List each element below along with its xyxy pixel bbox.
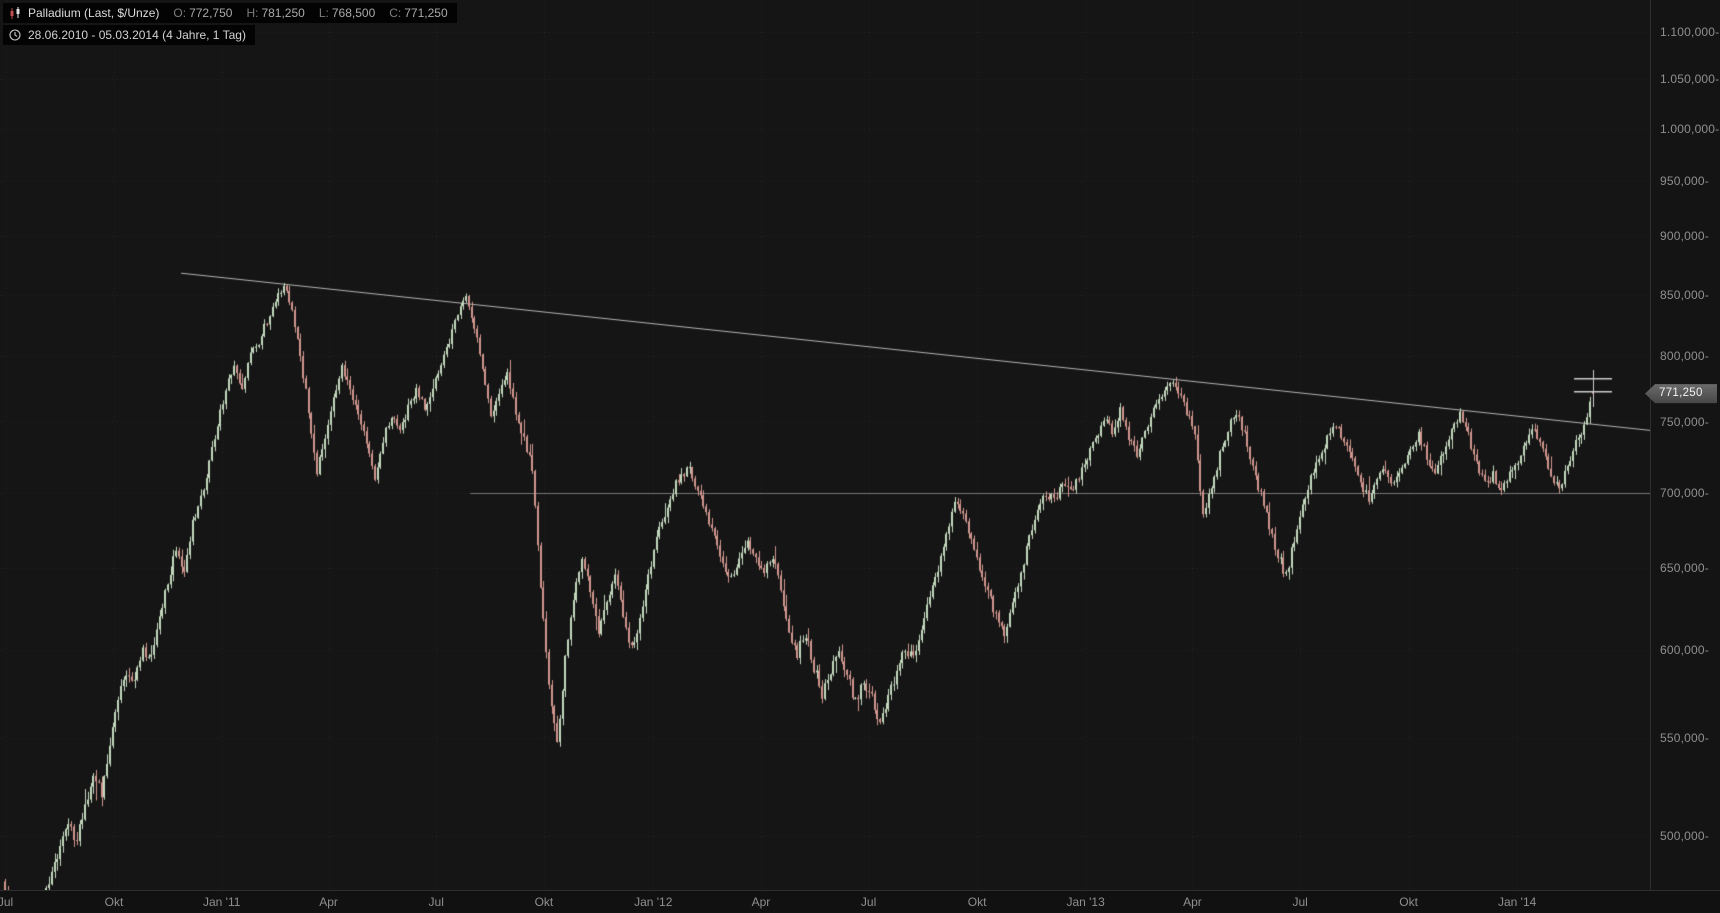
ohlc-close: C: 771,250 [389, 6, 448, 20]
y-axis-label: 800,000- [1660, 349, 1709, 364]
x-axis-label: Jan '13 [1066, 895, 1105, 909]
last-price-value: 771,250 [1659, 387, 1703, 400]
candlestick-chart-icon [8, 6, 22, 20]
y-axis-label: 550,000- [1660, 731, 1709, 746]
y-axis-label: 750,000- [1660, 415, 1709, 430]
x-axis-label: Jul [0, 895, 14, 909]
y-axis-label: 700,000- [1660, 485, 1709, 500]
y-axis-label: 850,000- [1660, 287, 1709, 302]
price-axis[interactable]: 1.100,000- 1.050,000- 1.000,000- 950,000- 90… [1650, 0, 1720, 890]
ohlc-open: O: 772,750 [173, 6, 233, 20]
x-axis-label: Jul [860, 895, 877, 909]
x-axis-label: Jan '14 [1497, 895, 1537, 909]
x-axis-label: Jan '12 [634, 895, 673, 909]
x-axis-label: Okt [1399, 895, 1418, 909]
price-chart-canvas[interactable] [0, 0, 1650, 890]
y-axis-label: 900,000- [1660, 229, 1709, 244]
x-axis-label: Jul [428, 895, 444, 909]
ohlc-high: H: 781,250 [246, 6, 305, 20]
chart-header: Palladium (Last, $/Unze) O: 772,750 H: 781… [3, 3, 457, 47]
y-axis-label: 600,000- [1660, 642, 1709, 657]
y-axis-label: 650,000- [1660, 561, 1709, 576]
x-axis-label: Jul [1292, 895, 1308, 909]
y-axis-label: 950,000- [1660, 174, 1709, 189]
x-axis-label: Apr [1183, 895, 1202, 909]
x-axis-label: Jan '11 [202, 895, 241, 909]
x-axis-label: Okt [967, 895, 987, 909]
instrument-title: Palladium (Last, $/Unze) [28, 6, 160, 20]
y-axis-label: 500,000- [1660, 828, 1709, 843]
x-axis-label: Apr [751, 895, 771, 909]
x-axis-label: Okt [534, 895, 554, 909]
ohlc-low: L: 768,500 [318, 6, 376, 20]
x-axis-label: Apr [319, 895, 338, 909]
date-range-label: 28.06.2010 - 05.03.2014 (4 Jahre, 1 Tag) [28, 28, 246, 42]
last-price-tag: 771,250 [1645, 384, 1717, 404]
time-axis[interactable]: Jul Okt Jan '11 Apr Jul Okt Jan '12 Apr Jul Okt Ja… [0, 890, 1720, 913]
y-axis-label: 1.000,000- [1660, 121, 1720, 136]
y-axis-label: 1.100,000- [1660, 24, 1720, 39]
x-axis-label: Okt [104, 895, 124, 909]
y-axis-label: 1.050,000- [1660, 72, 1720, 87]
clock-icon [8, 28, 22, 42]
